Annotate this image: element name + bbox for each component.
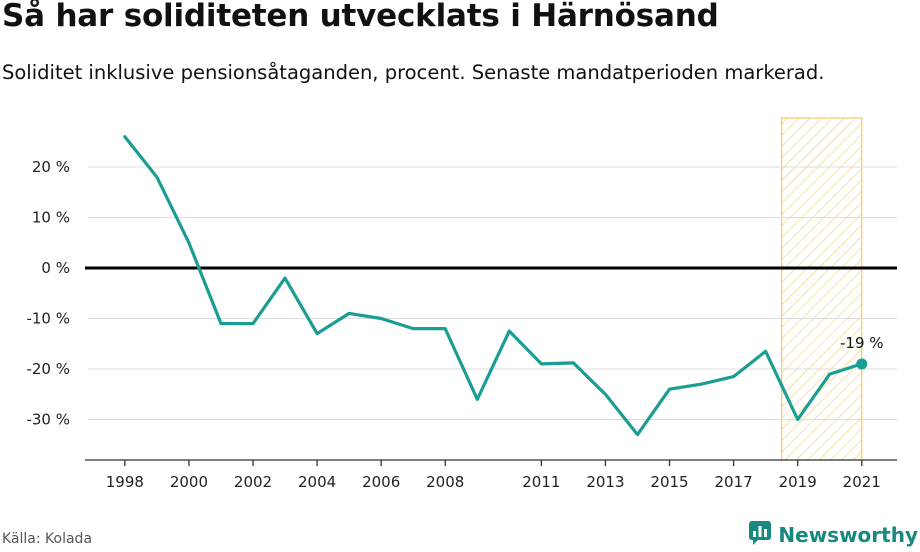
y-tick-label: -20 %: [26, 360, 70, 378]
chart-title: Så har soliditeten utvecklats i Härnösan…: [2, 0, 719, 34]
x-tick-label: 2017: [715, 473, 753, 491]
x-tick-label: 2015: [650, 473, 688, 491]
series-line: [123, 135, 864, 437]
x-tick-label: 2013: [586, 473, 624, 491]
x-tick-label: 1998: [106, 473, 144, 491]
x-tick-label: 2006: [362, 473, 400, 491]
brand-name: Newsworthy: [778, 523, 918, 547]
x-tick-label: 2021: [843, 473, 881, 491]
x-tick-label: 2019: [779, 473, 817, 491]
newsworthy-logo-icon: [748, 520, 772, 550]
x-tick-label: 2004: [298, 473, 336, 491]
last-data-point: [856, 358, 868, 370]
brand-logo: Newsworthy: [748, 520, 918, 550]
y-tick-label: 10 %: [32, 209, 70, 227]
last-data-label: -19 %: [840, 334, 884, 352]
x-tick-label: 2000: [170, 473, 208, 491]
y-tick-label: -10 %: [26, 310, 70, 328]
y-tick-label: 0 %: [41, 259, 70, 277]
y-tick-label: 20 %: [32, 158, 70, 176]
x-tick-label: 2011: [522, 473, 560, 491]
chart-subtitle: Soliditet inklusive pensionsåtaganden, p…: [2, 61, 825, 84]
x-tick-label: 2008: [426, 473, 464, 491]
highlight-band: [781, 117, 863, 461]
source-note: Källa: Kolada: [2, 531, 93, 547]
x-tick-label: 2002: [234, 473, 272, 491]
y-tick-label: -30 %: [26, 411, 70, 429]
